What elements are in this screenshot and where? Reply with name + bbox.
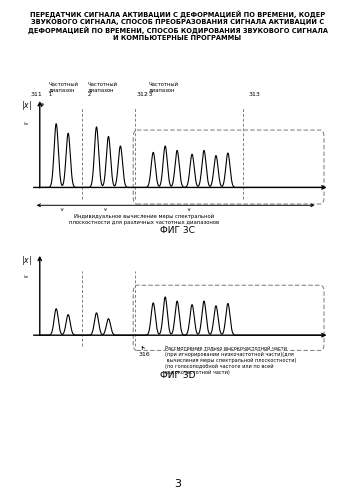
Text: 316: 316 [138, 352, 150, 356]
Text: Рассмотрение только высокочастотной части
(при игнорировании низкочастотной част: Рассмотрение только высокочастотной част… [165, 346, 296, 375]
Text: ФИГ 3D: ФИГ 3D [160, 371, 195, 380]
Text: 311: 311 [31, 92, 43, 97]
Text: Частотный
диапазон
1: Частотный диапазон 1 [49, 82, 79, 97]
Text: 313: 313 [249, 92, 261, 97]
Text: $|x|$: $|x|$ [21, 254, 32, 267]
Text: $_{lw}$: $_{lw}$ [23, 120, 29, 128]
Text: $_{lw}$: $_{lw}$ [23, 274, 29, 280]
Text: Индивидуальное вычисление меры спектральной
плоскостности для различных частотны: Индивидуальное вычисление меры спектраль… [69, 214, 219, 225]
Text: 312: 312 [137, 92, 149, 97]
Text: ПЕРЕДАТЧИК СИГНАЛА АКТИВАЦИИ С ДЕФОРМАЦИЕЙ ПО ВРЕМЕНИ, КОДЕР
ЗВУКОВОГО СИГНАЛА, : ПЕРЕДАТЧИК СИГНАЛА АКТИВАЦИИ С ДЕФОРМАЦИ… [27, 10, 328, 41]
Text: $|x|$: $|x|$ [21, 100, 32, 112]
Text: Частотный
диапазон
2: Частотный диапазон 2 [88, 82, 118, 97]
Text: Частотный
диапазон
3: Частотный диапазон 3 [149, 82, 179, 97]
Text: ФИГ 3С: ФИГ 3С [160, 226, 195, 235]
Text: 3: 3 [174, 479, 181, 489]
